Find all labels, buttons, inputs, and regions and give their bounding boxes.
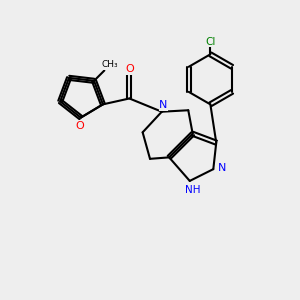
Text: N: N [218, 163, 226, 173]
Text: O: O [75, 121, 84, 131]
Text: N: N [159, 100, 167, 110]
Text: CH₃: CH₃ [102, 60, 119, 69]
Text: Cl: Cl [205, 37, 215, 47]
Text: O: O [125, 64, 134, 74]
Text: NH: NH [185, 185, 200, 195]
